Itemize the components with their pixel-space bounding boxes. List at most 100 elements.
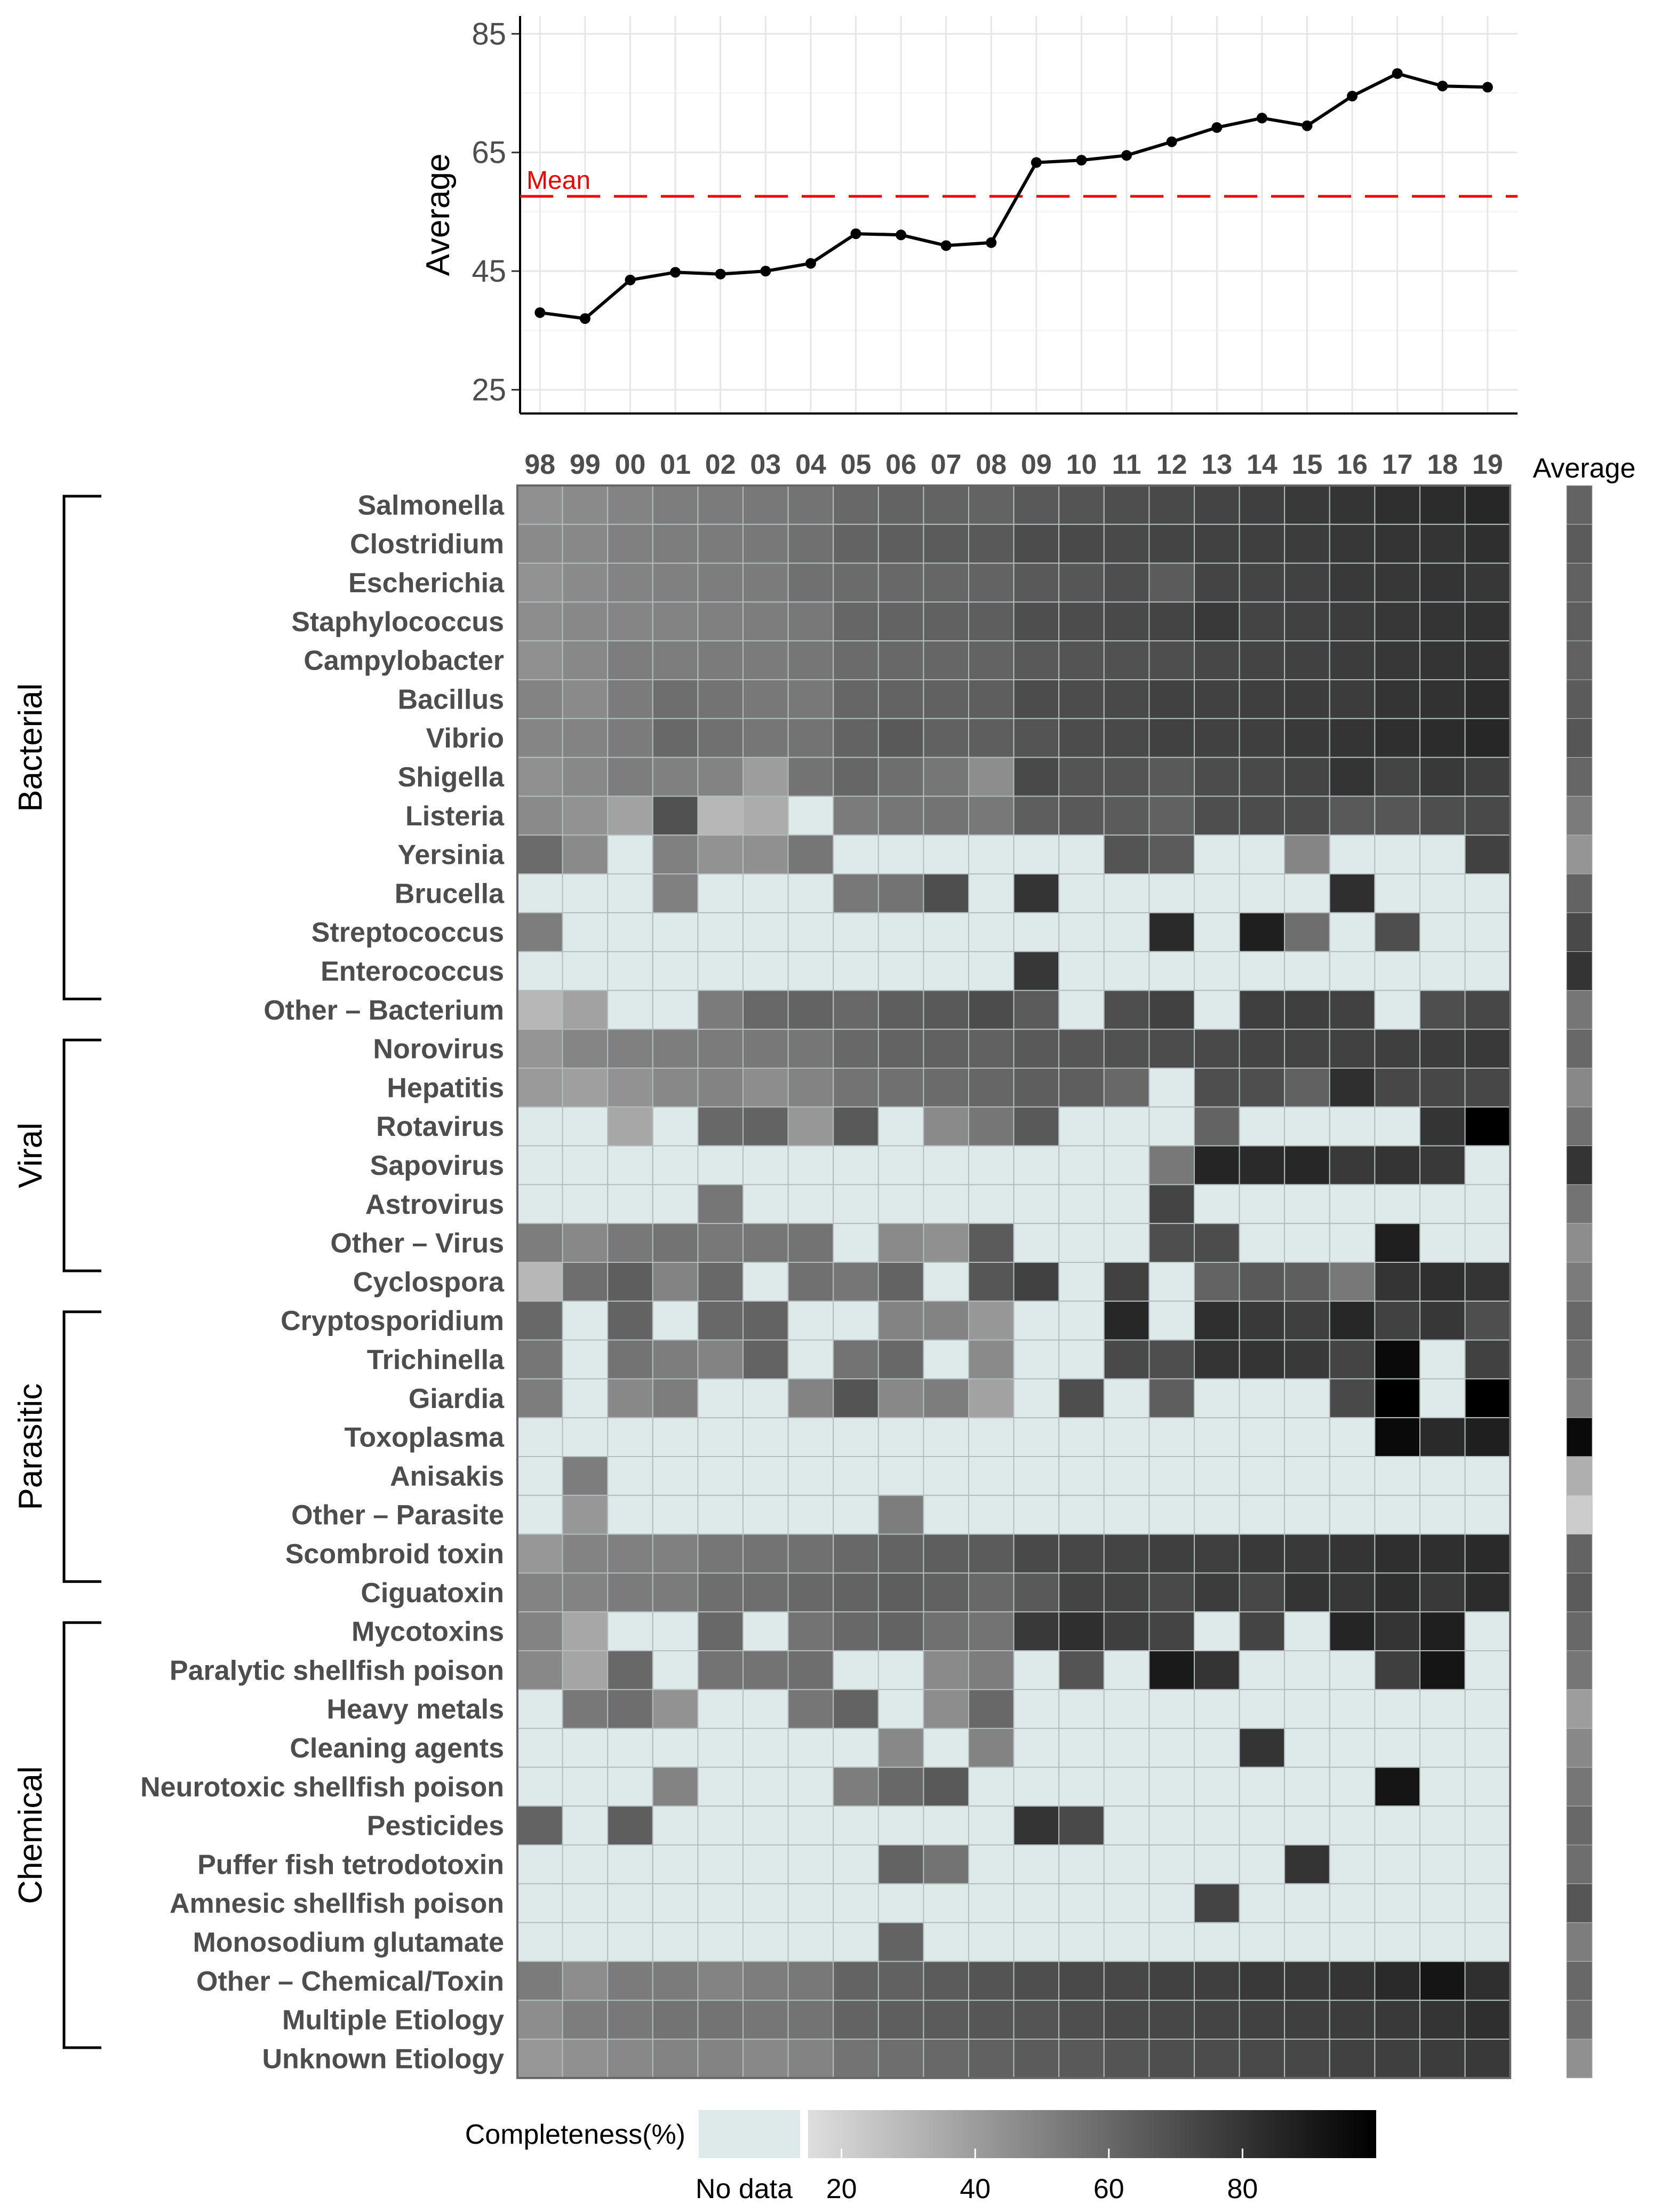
heatmap-cell <box>1284 1961 1330 2001</box>
heatmap-cell <box>923 679 970 719</box>
heatmap-cell <box>607 2039 653 2079</box>
heatmap-cell <box>697 679 744 719</box>
heatmap-cell <box>607 1456 653 1496</box>
heatmap-cell <box>1374 523 1420 564</box>
heatmap-cell <box>1148 834 1195 874</box>
heatmap-cell <box>1419 1106 1466 1147</box>
heatmap-cell <box>1239 485 1285 525</box>
row-label: Paralytic shellfish poison <box>170 1655 504 1686</box>
heatmap-cell <box>1148 1611 1195 1651</box>
heatmap-cell <box>742 562 789 603</box>
row-label: Sapovirus <box>370 1150 504 1181</box>
heatmap-cell <box>877 1184 924 1224</box>
heatmap-cell <box>652 1068 699 1108</box>
heatmap-cell <box>787 1611 834 1651</box>
heatmap-cell <box>1058 1689 1105 1729</box>
average-point-11 <box>1121 150 1132 161</box>
heatmap-cell <box>968 951 1015 991</box>
heatmap-cell <box>1419 1068 1466 1108</box>
heatmap-cell <box>607 834 653 874</box>
heatmap-cell <box>562 1728 609 1768</box>
heatmap-cell <box>923 1456 970 1496</box>
heatmap-cell <box>607 990 653 1030</box>
heatmap-cell <box>1464 1961 1511 2001</box>
heatmap-cell <box>1194 1300 1240 1341</box>
heatmap-cell <box>877 1029 924 1069</box>
row-label: Bacillus <box>398 684 504 715</box>
heatmap-cell <box>1148 873 1195 913</box>
average-strip-cell <box>1566 757 1593 797</box>
heatmap-cell <box>1419 834 1466 874</box>
column-label-10: 10 <box>1066 449 1097 480</box>
heatmap-cell <box>923 873 970 913</box>
heatmap-cell <box>1239 1922 1285 1962</box>
heatmap-cell <box>1329 1106 1376 1147</box>
y-tick-label: 85 <box>472 17 506 51</box>
heatmap-cell <box>742 523 789 564</box>
heatmap-cell <box>1013 912 1060 952</box>
heatmap-cell <box>1194 601 1240 642</box>
heatmap-cell <box>1464 1106 1511 1147</box>
heatmap-cell <box>877 990 924 1030</box>
heatmap-cell <box>697 1767 744 1807</box>
heatmap-cell <box>517 1262 563 1302</box>
heatmap-cell <box>607 1961 653 2001</box>
heatmap-cell <box>1284 1533 1330 1574</box>
heatmap-cell <box>1329 1922 1376 1962</box>
heatmap-cell <box>1148 1184 1195 1224</box>
heatmap-cell <box>517 1844 563 1884</box>
row-label: Cleaning agents <box>290 1733 504 1764</box>
heatmap-cell <box>968 562 1015 603</box>
heatmap-cell <box>1329 1883 1376 1923</box>
row-label: Staphylococcus <box>291 607 504 638</box>
heatmap-panel: 98 99 00 01 02 03 04 05 06 07 08 09 10 11 12 13 14 15 16 17… <box>12 449 1635 2079</box>
heatmap-cell <box>652 1378 699 1419</box>
heatmap-cell <box>1194 1844 1240 1884</box>
heatmap-cell <box>607 1106 653 1147</box>
heatmap-cell <box>517 1533 563 1574</box>
heatmap-cell <box>697 640 744 680</box>
heatmap-cell <box>1374 1378 1420 1419</box>
heatmap-cell <box>1329 1068 1376 1108</box>
heatmap-cell <box>1374 1572 1420 1613</box>
heatmap-cell <box>1329 1184 1376 1224</box>
heatmap-cell <box>1329 601 1376 642</box>
y-tick-label: 65 <box>472 136 506 170</box>
heatmap-cell <box>652 1456 699 1496</box>
row-label: Neurotoxic shellfish poison <box>140 1772 504 1803</box>
heatmap-cell <box>607 795 653 836</box>
heatmap-cell <box>1148 1339 1195 1380</box>
heatmap-cell <box>1013 1961 1060 2001</box>
heatmap-cell <box>742 1262 789 1302</box>
heatmap-cell <box>1013 1689 1060 1729</box>
heatmap-cell <box>1058 679 1105 719</box>
heatmap-cell <box>607 1883 653 1923</box>
heatmap-cell <box>1194 951 1240 991</box>
heatmap-cell <box>562 1611 609 1651</box>
heatmap-cell <box>787 834 834 874</box>
heatmap-cell <box>1284 718 1330 758</box>
heatmap-cell <box>877 1961 924 2001</box>
heatmap-cell <box>517 1339 563 1380</box>
average-strip-cell <box>1566 873 1593 913</box>
heatmap-cell <box>697 757 744 797</box>
heatmap-cell <box>1464 1533 1511 1574</box>
heatmap-cell <box>968 1456 1015 1496</box>
heatmap-cell <box>1058 1417 1105 1457</box>
heatmap-cell <box>833 795 879 836</box>
heatmap-cell <box>1329 1300 1376 1341</box>
heatmap-cell <box>697 795 744 836</box>
heatmap-cell <box>1148 1728 1195 1768</box>
heatmap-cell <box>1419 1844 1466 1884</box>
heatmap-cell <box>787 873 834 913</box>
heatmap-cell <box>1194 2039 1240 2079</box>
heatmap-cell <box>1419 1145 1466 1185</box>
heatmap-cell <box>1013 990 1060 1030</box>
heatmap-cell <box>517 1572 563 1613</box>
heatmap-cell <box>1013 1572 1060 1613</box>
average-point-98 <box>534 307 546 318</box>
heatmap-cell <box>607 873 653 913</box>
heatmap-cell <box>742 1106 789 1147</box>
heatmap-cell <box>787 1029 834 1069</box>
heatmap-cell <box>833 1689 879 1729</box>
